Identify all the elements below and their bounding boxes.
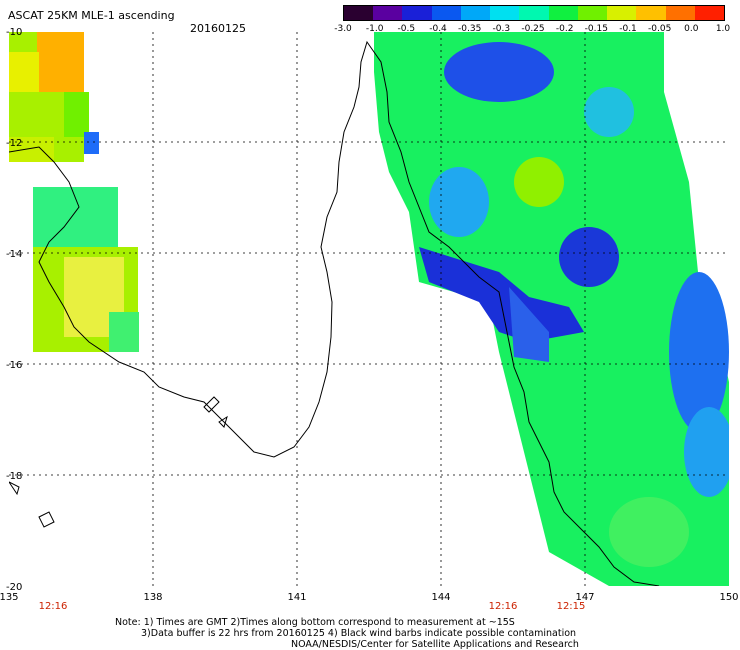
island-outline <box>9 396 228 528</box>
colorbar-tick-label: 0.0 <box>684 24 699 34</box>
colorbar-segment <box>636 6 666 20</box>
colorbar-segment <box>607 6 637 20</box>
colorbar-tick-label: -0.3 <box>492 24 511 34</box>
note-line-2: 3)Data buffer is 22 hrs from 20160125 4)… <box>141 628 577 639</box>
map-canvas <box>9 32 729 586</box>
colorbar-tick-label: -0.15 <box>584 24 608 34</box>
colorbar-tick-label: -0.1 <box>619 24 637 34</box>
time-label: 12:15 <box>556 601 586 612</box>
colorbar-tick-label: -0.25 <box>521 24 545 34</box>
longitude-label: 144 <box>431 592 451 603</box>
colorbar-segment <box>490 6 520 20</box>
time-label: 12:16 <box>38 601 68 612</box>
colorbar <box>343 5 725 21</box>
colorbar-segment <box>460 6 491 20</box>
note-line-3: NOAA/NESDIS/Center for Satellite Applica… <box>291 639 579 650</box>
latitude-label: -14 <box>6 249 23 260</box>
colorbar-segment <box>344 6 374 20</box>
latitude-label: -18 <box>6 471 23 482</box>
time-label: 12:16 <box>488 601 518 612</box>
longitude-label: 150 <box>719 592 739 603</box>
latitude-label: -10 <box>6 27 23 38</box>
coastline <box>9 40 660 586</box>
colorbar-segment <box>519 6 549 20</box>
colorbar-tick-label: 1.0 <box>715 24 731 34</box>
longitude-label: 138 <box>143 592 163 603</box>
colorbar-tick-label: -0.05 <box>648 24 672 34</box>
latitude-label: -12 <box>6 138 23 149</box>
latitude-label: -20 <box>6 582 23 593</box>
colorbar-segment <box>431 6 461 20</box>
map-date: 20160125 <box>190 22 246 35</box>
swath-west-top <box>9 32 99 162</box>
colorbar-tick-label: -0.5 <box>397 24 416 34</box>
colorbar-tick-label: -0.35 <box>458 24 482 34</box>
colorbar-segment <box>577 6 608 20</box>
colorbar-tick-label: -0.4 <box>429 24 447 34</box>
colorbar-tick-label: -0.2 <box>555 24 574 34</box>
latitude-label: -16 <box>6 360 23 371</box>
colorbar-segment <box>665 6 695 20</box>
colorbar-segment <box>694 6 725 20</box>
colorbar-tick-label: -1.0 <box>365 24 384 34</box>
colorbar-segment <box>402 6 432 20</box>
colorbar-segment <box>373 6 403 20</box>
map-title: ASCAT 25KM MLE-1 ascending <box>8 9 175 22</box>
note-line-1: Note: 1) Times are GMT 2)Times along bot… <box>115 617 515 628</box>
longitude-label: 135 <box>0 592 19 603</box>
grid <box>9 32 729 586</box>
swath-east <box>374 32 729 586</box>
swath-west-bottom <box>33 187 139 352</box>
longitude-label: 141 <box>287 592 307 603</box>
colorbar-segment <box>548 6 578 20</box>
colorbar-tick-label: -3.0 <box>334 24 352 34</box>
longitude-label: 147 <box>575 592 595 603</box>
footer-notes: Note: 1) Times are GMT 2)Times along bot… <box>115 617 579 650</box>
